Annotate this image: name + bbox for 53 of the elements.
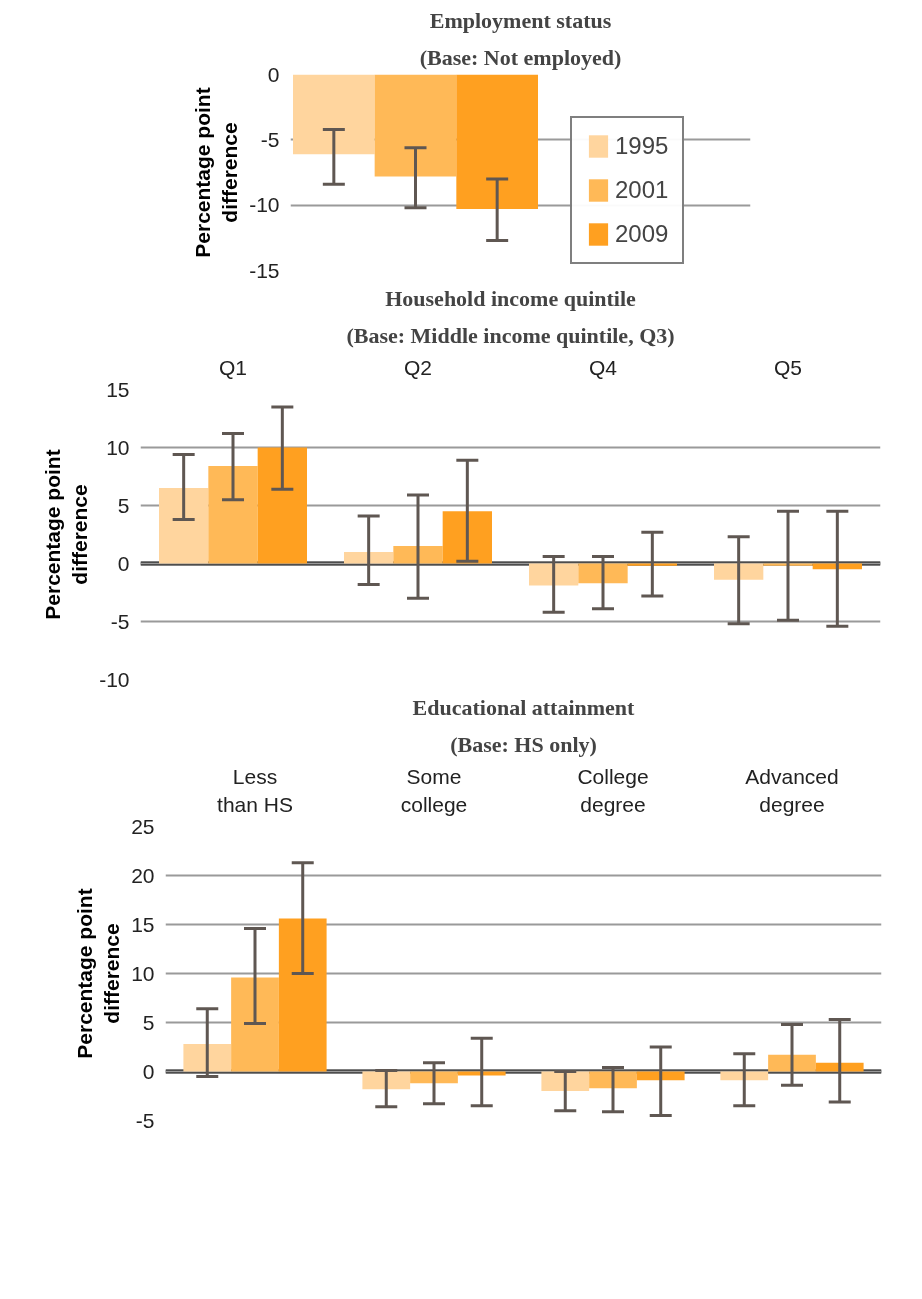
bar	[344, 551, 394, 564]
y-tick-label: 20	[131, 863, 155, 887]
legend-label: 2001	[615, 176, 669, 204]
y-tick-label: 0	[267, 62, 280, 86]
y-tick-label: 10	[131, 961, 155, 985]
y-tick-label: -15	[249, 258, 280, 282]
chart-subtitle: (Base: Not employed)	[419, 44, 622, 70]
y-axis-title: Percentage point difference	[40, 449, 92, 620]
x-tick-label: Some college	[400, 764, 468, 816]
y-tick-label: 15	[131, 912, 155, 936]
y-tick-label: 0	[142, 1059, 155, 1083]
y-tick-label: -10	[99, 667, 130, 691]
x-tick-label: Q2	[403, 355, 433, 379]
chart-title: Employment status	[429, 7, 612, 33]
bar	[159, 488, 209, 564]
bar	[529, 563, 579, 586]
legend-label: 1995	[615, 132, 669, 160]
bar	[278, 918, 327, 1072]
x-tick-label: College degree	[577, 764, 649, 816]
y-tick-label: 5	[142, 1010, 155, 1034]
bar	[183, 1044, 232, 1072]
y-tick-label: 5	[117, 493, 130, 517]
bar	[393, 546, 443, 564]
x-tick-label: Q1	[218, 355, 248, 379]
y-tick-label: 0	[117, 551, 130, 575]
bar	[257, 447, 307, 564]
bar	[578, 563, 628, 584]
y-tick-label: -5	[110, 609, 130, 633]
bar	[768, 1054, 816, 1072]
y-tick-label: -10	[249, 193, 280, 217]
chart-subtitle: (Base: Middle income quintile, Q3)	[346, 322, 675, 348]
y-axis-title: Percentage point difference	[72, 888, 124, 1059]
chart-title: Educational attainment	[412, 694, 636, 720]
y-tick-label: 25	[131, 814, 155, 838]
x-tick-label: Q4	[588, 355, 618, 379]
y-axis-title: Percentage point difference	[190, 87, 242, 258]
y-tick-label: 10	[106, 435, 130, 459]
bar	[714, 563, 764, 580]
x-tick-label: Less than HS	[217, 764, 293, 816]
legend-label: 2009	[615, 220, 669, 248]
bar	[442, 511, 492, 564]
x-tick-label: Advanced degree	[745, 764, 839, 816]
y-tick-label: -5	[260, 127, 280, 151]
bar	[362, 1071, 411, 1090]
x-tick-label: Q5	[773, 355, 803, 379]
y-tick-label: -5	[135, 1108, 155, 1132]
bar	[231, 977, 279, 1072]
bar	[815, 1062, 864, 1072]
y-tick-label: 15	[106, 377, 130, 401]
bar	[208, 466, 258, 564]
bar	[589, 1071, 637, 1089]
chart-subtitle: (Base: HS only)	[450, 731, 597, 757]
chart-title: Household income quintile	[385, 285, 637, 311]
